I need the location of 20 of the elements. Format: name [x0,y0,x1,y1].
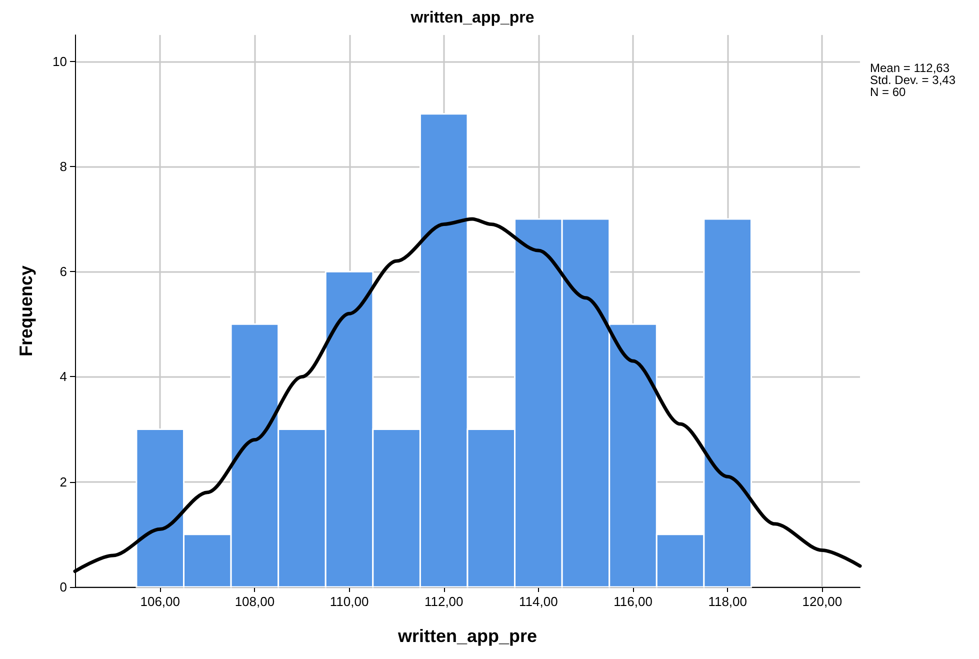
x-tick-label: 116,00 [614,594,652,609]
x-tick-label: 118,00 [708,594,747,609]
y-axis-title: Frequency [16,265,36,357]
x-tick-label: 106,00 [140,594,180,609]
chart-title: written_app_pre [410,10,534,26]
y-tick-label: 6 [60,264,67,280]
x-tick-label: 120,00 [802,594,842,609]
x-tick-label: 108,00 [234,594,275,609]
x-axis-title: written_app_pre [396,626,538,646]
y-tick-label: 10 [52,54,67,69]
y-tick-label: 0 [60,580,67,594]
y-tick-label: 8 [60,158,67,174]
y-tick-label: 2 [60,474,67,490]
text: Mean = 112,63 [870,61,950,75]
x-tick-label: 112,00 [424,594,464,609]
y-tick-label: 4 [60,369,67,384]
x-tick-label: 110,00 [330,594,369,609]
text: Std. Dev. = 3,43 [870,73,956,87]
x-tick-label: 114,00 [519,594,558,609]
text: N = 60 [870,85,906,99]
